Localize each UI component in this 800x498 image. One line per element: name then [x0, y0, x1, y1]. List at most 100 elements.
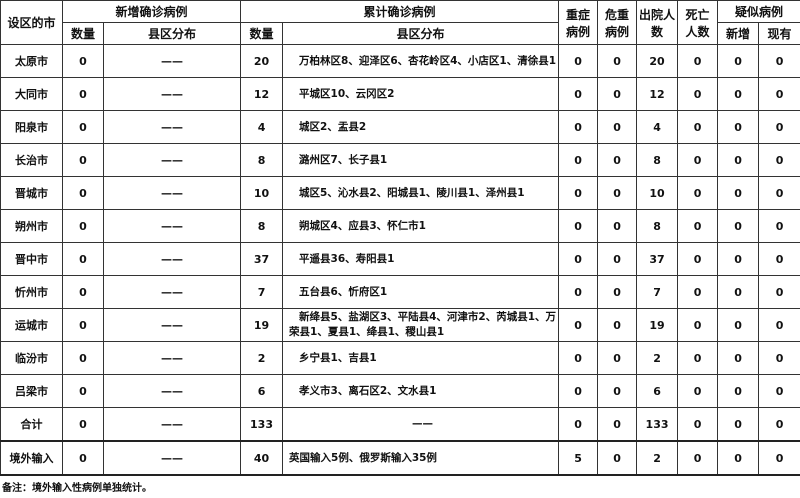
cell-city: 晋城市	[0, 176, 63, 210]
cell-total: 4	[240, 110, 284, 144]
cell-critical: 0	[597, 44, 638, 78]
cell-city: 合计	[0, 407, 63, 442]
cell-susp-new: 0	[717, 44, 760, 78]
cell-deaths: 0	[677, 176, 719, 210]
cell-total-dist: 平遥县36、寿阳县1	[282, 242, 560, 276]
cell-total-dist: 城区5、沁水县2、阳城县1、陵川县1、泽州县1	[282, 176, 560, 210]
cell-discharged: 12	[636, 77, 679, 111]
table-body: 太原市 0 —— 20 万柏林区8、迎泽区6、杏花岭区4、小店区1、清徐县1 0 0 20 0 0…	[0, 44, 800, 476]
cell-total-dist: 孝义市3、离石区2、文水县1	[282, 374, 560, 408]
cell-susp-cur: 0	[758, 44, 800, 78]
cell-susp-cur: 0	[758, 77, 800, 111]
cell-susp-cur: 0	[758, 341, 800, 375]
table-row: 太原市 0 —— 20 万柏林区8、迎泽区6、杏花岭区4、小店区1、清徐县1 0 0 20 0 0…	[0, 44, 800, 78]
table-row: 吕梁市 0 —— 6 孝义市3、离石区2、文水县1 0 0 6 0 0 0	[0, 374, 800, 408]
cell-new-dist: ——	[102, 242, 242, 276]
cell-severe: 0	[558, 176, 599, 210]
cell-total: 12	[240, 77, 284, 111]
cell-discharged: 19	[636, 308, 679, 342]
cell-new-dist: ——	[102, 209, 242, 243]
header-cumulative-confirmed: 累计确诊病例	[240, 0, 560, 23]
cell-severe: 0	[558, 308, 599, 342]
cell-susp-cur: 0	[758, 143, 800, 177]
cell-new: 0	[62, 341, 104, 375]
cell-severe: 0	[558, 143, 599, 177]
cell-susp-cur: 0	[758, 242, 800, 276]
cell-city: 长治市	[0, 143, 63, 177]
cell-new-dist: ——	[102, 275, 242, 309]
header-suspected-current: 现有	[758, 22, 800, 45]
cell-discharged: 133	[636, 407, 679, 442]
cell-severe: 0	[558, 77, 599, 111]
cell-discharged: 7	[636, 275, 679, 309]
header-new-distribution: 县区分布	[102, 22, 242, 45]
cell-new-dist: ——	[102, 308, 242, 342]
cell-total-dist: 新绛县5、盐湖区3、平陆县4、河津市2、芮城县1、万荣县1、夏县1、绛县1、稷山…	[282, 308, 560, 342]
cell-new-dist: ——	[102, 407, 242, 442]
cell-critical: 0	[597, 209, 638, 243]
table-row: 忻州市 0 —— 7 五台县6、忻府区1 0 0 7 0 0 0	[0, 275, 800, 309]
cell-critical: 0	[597, 275, 638, 309]
cell-discharged: 8	[636, 209, 679, 243]
cell-deaths: 0	[677, 143, 719, 177]
cell-critical: 0	[597, 341, 638, 375]
table-row: 大同市 0 —— 12 平城区10、云冈区2 0 0 12 0 0 0	[0, 77, 800, 111]
cell-severe: 0	[558, 242, 599, 276]
cell-total-dist: 五台县6、忻府区1	[282, 275, 560, 309]
cell-susp-new: 0	[717, 275, 760, 309]
cell-total-dist: 乡宁县1、吉县1	[282, 341, 560, 375]
cell-new: 0	[62, 143, 104, 177]
cell-total: 8	[240, 209, 284, 243]
cell-critical: 0	[597, 407, 638, 442]
cell-susp-new: 0	[717, 110, 760, 144]
cell-deaths: 0	[677, 374, 719, 408]
cell-severe: 0	[558, 209, 599, 243]
covid-cases-table: 设区的市 新增确诊病例 累计确诊病例 重症病例 危重病例 出院人数 死亡人数 疑…	[0, 0, 800, 476]
cell-susp-new: 0	[717, 407, 760, 442]
header-severe: 重症病例	[558, 0, 599, 45]
cell-severe: 5	[558, 440, 599, 476]
cell-city: 太原市	[0, 44, 63, 78]
cell-discharged: 8	[636, 143, 679, 177]
table-row: 临汾市 0 —— 2 乡宁县1、吉县1 0 0 2 0 0 0	[0, 341, 800, 375]
table-row: 运城市 0 —— 19 新绛县5、盐湖区3、平陆县4、河津市2、芮城县1、万荣县1、夏县…	[0, 308, 800, 342]
cell-discharged: 37	[636, 242, 679, 276]
cell-new: 0	[62, 110, 104, 144]
cell-deaths: 0	[677, 308, 719, 342]
table-row: 长治市 0 —— 8 潞州区7、长子县1 0 0 8 0 0 0	[0, 143, 800, 177]
cell-susp-new: 0	[717, 374, 760, 408]
cell-city: 忻州市	[0, 275, 63, 309]
header-deaths: 死亡人数	[677, 0, 719, 45]
cell-discharged: 10	[636, 176, 679, 210]
cell-total: 6	[240, 374, 284, 408]
table-row: 境外输入 0 —— 40 英国输入5例、俄罗斯输入35例 5 0 2 0 0 0	[0, 440, 800, 476]
cell-susp-new: 0	[717, 77, 760, 111]
cell-total-dist: 朔城区4、应县3、怀仁市1	[282, 209, 560, 243]
cell-deaths: 0	[677, 440, 719, 476]
cell-deaths: 0	[677, 407, 719, 442]
cell-total: 2	[240, 341, 284, 375]
cell-new: 0	[62, 209, 104, 243]
cell-new: 0	[62, 275, 104, 309]
cell-susp-new: 0	[717, 440, 760, 476]
header-suspected: 疑似病例	[717, 0, 800, 23]
cell-deaths: 0	[677, 242, 719, 276]
cell-discharged: 2	[636, 440, 679, 476]
cell-deaths: 0	[677, 77, 719, 111]
header-new-count: 数量	[62, 22, 104, 45]
header-total-count: 数量	[240, 22, 284, 45]
cell-total-dist: 潞州区7、长子县1	[282, 143, 560, 177]
cell-new: 0	[62, 308, 104, 342]
cell-city: 吕梁市	[0, 374, 63, 408]
cell-total: 19	[240, 308, 284, 342]
cell-total: 133	[240, 407, 284, 442]
cell-susp-cur: 0	[758, 407, 800, 442]
cell-city: 朔州市	[0, 209, 63, 243]
cell-new-dist: ——	[102, 143, 242, 177]
cell-new: 0	[62, 374, 104, 408]
cell-total-dist: 万柏林区8、迎泽区6、杏花岭区4、小店区1、清徐县1	[282, 44, 560, 78]
cell-new: 0	[62, 176, 104, 210]
cell-new: 0	[62, 77, 104, 111]
cell-new: 0	[62, 407, 104, 442]
cell-new-dist: ——	[102, 374, 242, 408]
